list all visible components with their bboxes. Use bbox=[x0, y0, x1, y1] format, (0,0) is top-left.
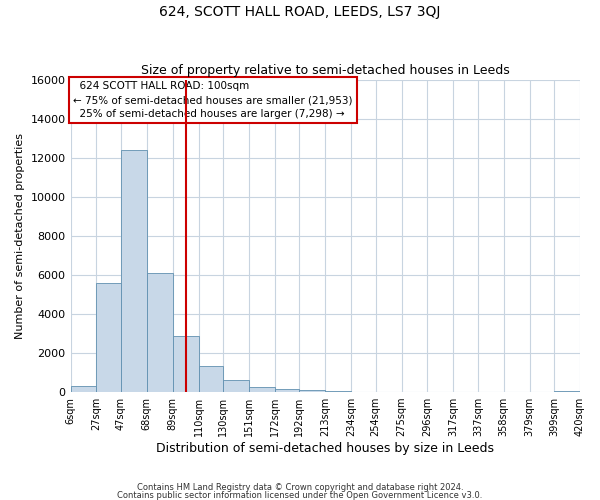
Text: Contains public sector information licensed under the Open Government Licence v3: Contains public sector information licen… bbox=[118, 490, 482, 500]
Bar bbox=[71, 386, 97, 392]
Bar bbox=[554, 391, 580, 392]
Title: Size of property relative to semi-detached houses in Leeds: Size of property relative to semi-detach… bbox=[141, 64, 509, 77]
Bar bbox=[249, 387, 275, 392]
Bar bbox=[325, 391, 351, 392]
Bar bbox=[199, 366, 223, 392]
Bar bbox=[173, 336, 199, 392]
Bar bbox=[275, 389, 299, 392]
Text: 624, SCOTT HALL ROAD, LEEDS, LS7 3QJ: 624, SCOTT HALL ROAD, LEEDS, LS7 3QJ bbox=[160, 5, 440, 19]
Bar bbox=[147, 273, 173, 392]
Bar bbox=[121, 150, 147, 392]
Bar bbox=[299, 390, 325, 392]
Y-axis label: Number of semi-detached properties: Number of semi-detached properties bbox=[15, 133, 25, 339]
X-axis label: Distribution of semi-detached houses by size in Leeds: Distribution of semi-detached houses by … bbox=[156, 442, 494, 455]
Text: Contains HM Land Registry data © Crown copyright and database right 2024.: Contains HM Land Registry data © Crown c… bbox=[137, 484, 463, 492]
Bar bbox=[97, 282, 121, 392]
Bar bbox=[223, 380, 249, 392]
Text: 624 SCOTT HALL ROAD: 100sqm  
← 75% of semi-detached houses are smaller (21,953): 624 SCOTT HALL ROAD: 100sqm ← 75% of sem… bbox=[73, 81, 353, 119]
